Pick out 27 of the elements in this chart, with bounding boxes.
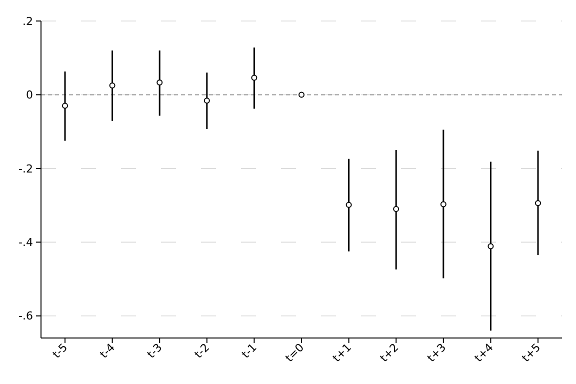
x-tick-label: t+4 xyxy=(472,340,496,365)
point xyxy=(440,201,446,208)
point xyxy=(535,200,541,206)
point xyxy=(298,92,304,98)
point xyxy=(62,102,68,109)
y-tick-label: -.6 xyxy=(18,310,33,323)
point xyxy=(488,243,494,250)
point xyxy=(251,74,258,81)
y-tick-label: -.2 xyxy=(18,162,33,176)
x-tick-label: t+3 xyxy=(424,340,449,365)
point xyxy=(109,82,116,89)
point xyxy=(204,98,210,104)
x-tick-label: t+2 xyxy=(378,340,402,365)
x-tick-label: t-2 xyxy=(192,340,212,361)
x-tick-label: t-4 xyxy=(97,340,118,361)
x-tick-label: t+1 xyxy=(330,340,354,365)
y-tick-label: .2 xyxy=(22,14,33,28)
y-tick-label: -.4 xyxy=(18,236,33,250)
x-tick-label: t-1 xyxy=(239,340,260,361)
x-tick-label: t-5 xyxy=(50,340,70,361)
x-tick-label: t=0 xyxy=(282,340,307,365)
point xyxy=(346,202,352,208)
y-tick-label: 0 xyxy=(26,88,33,102)
point xyxy=(156,80,163,86)
x-tick-label: t+5 xyxy=(519,340,544,365)
x-tick-label: t-3 xyxy=(144,340,165,361)
point xyxy=(393,206,400,212)
